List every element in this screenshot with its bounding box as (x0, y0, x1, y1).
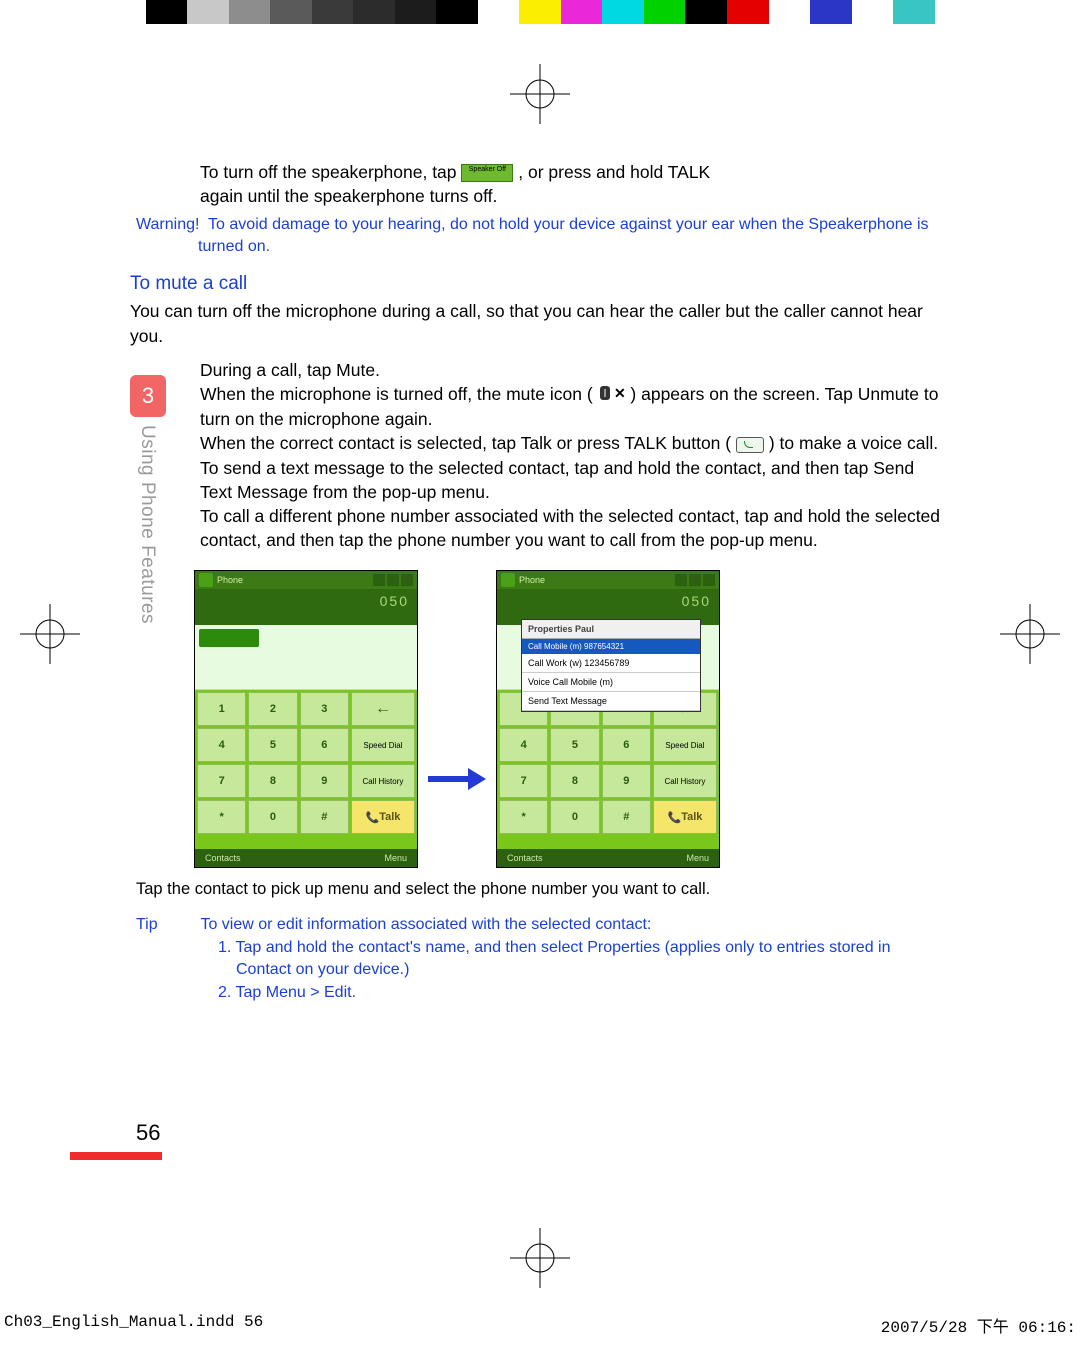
popup-item-2: Voice Call Mobile (m) (522, 673, 700, 692)
popup-sub: Call Mobile (m) 987654321 (522, 639, 700, 654)
footer-left: Ch03_English_Manual.indd 56 (4, 1313, 263, 1337)
bullet-1: During a call, tap Mute. (200, 358, 950, 382)
page-content: To turn off the speakerphone, tap Speake… (130, 160, 950, 1004)
bullet-4: To send a text message to the selected c… (200, 456, 950, 504)
intro-line1b: , or press and hold TALK (518, 162, 710, 182)
registration-mark-right (1000, 604, 1060, 664)
registration-mark-top (510, 64, 570, 124)
instruction-list: During a call, tap Mute. When the microp… (200, 358, 950, 552)
svg-text:✕: ✕ (614, 385, 626, 401)
registration-mark-left (20, 604, 80, 664)
tip-intro: To view or edit information associated w… (200, 914, 900, 936)
page-number-underline (70, 1152, 162, 1160)
tip-block: Tip To view or edit information associat… (136, 914, 950, 936)
arrow-icon (428, 768, 486, 790)
color-calibration-bar (104, 0, 976, 24)
bullet-5: To call a different phone number associa… (200, 504, 950, 552)
tip-item-2: 2. Tap Menu > Edit. (218, 982, 950, 1004)
popup-item-1: Call Work (w) 123456789 (522, 654, 700, 673)
phone-screenshot-2: Phone 050 123 456Speed Dial 789Call Hist… (496, 570, 720, 868)
tip-list: 1. Tap and hold the contact's name, and … (130, 937, 950, 1004)
talk-button-icon (736, 437, 764, 453)
tip-item-1: 1. Tap and hold the contact's name, and … (218, 937, 950, 982)
popup-header: Properties Paul (522, 620, 700, 639)
warning-note: Warning! To avoid damage to your hearing… (136, 214, 950, 257)
warning-text: To avoid damage to your hearing, do not … (198, 216, 929, 255)
bullet-3b: ) to make a voice call. (769, 433, 938, 453)
figure-caption: Tap the contact to pick up menu and sele… (136, 878, 950, 900)
popup-item-3: Send Text Message (522, 692, 700, 711)
speakerphone-instruction: To turn off the speakerphone, tap Speake… (200, 160, 950, 208)
print-footer: Ch03_English_Manual.indd 56 2007/5/28 下午… (0, 1313, 1080, 1337)
warning-label: Warning! (136, 216, 199, 233)
phone-screenshot-1: Phone 050 123 456Speed Dial 789Call Hist… (194, 570, 418, 868)
figure-row: Phone 050 123 456Speed Dial 789Call Hist… (194, 570, 950, 868)
intro-line1a: To turn off the speakerphone, tap (200, 162, 461, 182)
intro-line2: again until the speakerphone turns off. (200, 186, 497, 206)
registration-mark-bottom (510, 1228, 570, 1288)
section-heading: To mute a call (130, 273, 950, 295)
context-popup: Properties Paul Call Mobile (m) 98765432… (521, 619, 701, 712)
tip-label: Tip (136, 914, 196, 936)
bullet-3a: When the correct contact is selected, ta… (200, 433, 731, 453)
footer-right: 2007/5/28 下午 06:16: (881, 1313, 1076, 1337)
bullet-2a: When the microphone is turned off, the m… (200, 384, 593, 404)
speaker-off-icon: Speaker Off (461, 164, 513, 182)
mute-intro: You can turn off the microphone during a… (130, 299, 950, 347)
page-number: 56 (136, 1120, 160, 1146)
mute-icon: ✕ (598, 383, 626, 407)
